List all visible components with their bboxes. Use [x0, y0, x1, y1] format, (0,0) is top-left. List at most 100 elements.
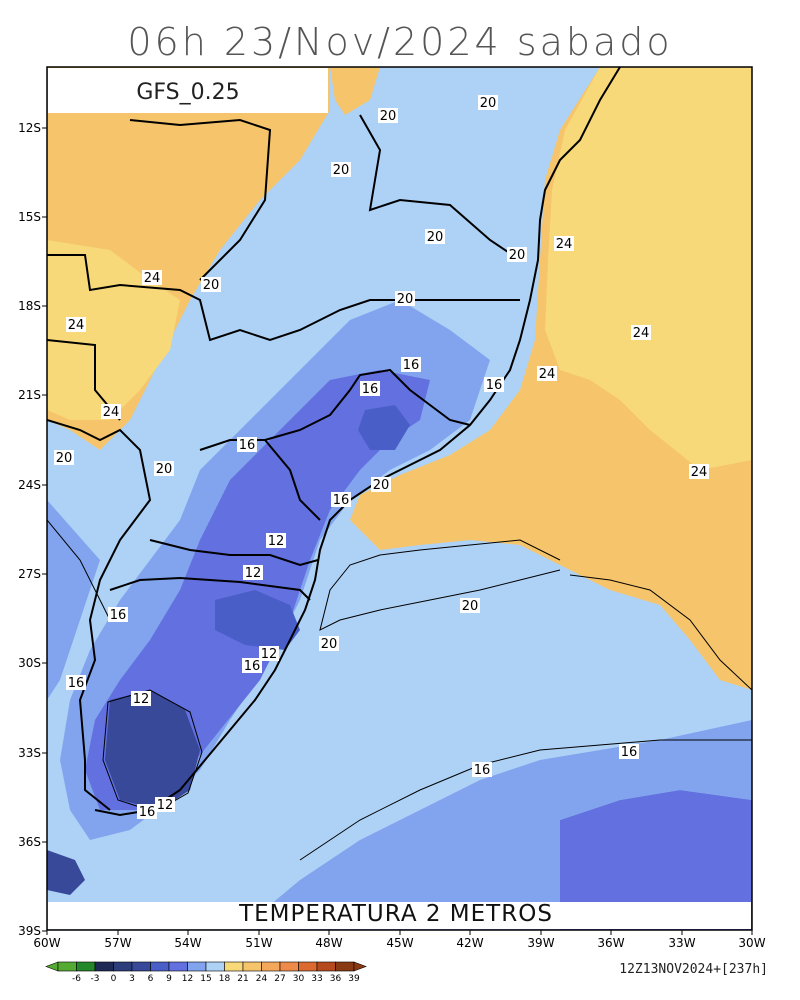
contour-label: 24 — [633, 326, 650, 341]
contour-label: 12 — [133, 692, 150, 707]
colorbar-tick-label: -3 — [91, 974, 100, 984]
contour-label: 16 — [403, 358, 420, 373]
lon-tick-label: 54W — [174, 936, 201, 950]
lat-tick-label: 21S — [18, 388, 41, 402]
contour-label: 16 — [333, 493, 350, 508]
colorbar-tick-label: -6 — [72, 974, 81, 984]
border-7 — [47, 419, 152, 811]
field-colder-3 — [358, 405, 410, 450]
lon-tick-marks — [46, 930, 753, 935]
colorbar-tick-label: 30 — [293, 974, 305, 984]
contour-label: 24 — [144, 271, 161, 286]
contour-label: 24 — [691, 465, 708, 480]
contour-label: 12 — [261, 647, 278, 662]
field-label: TEMPERATURA 2 METROS — [238, 901, 553, 927]
lat-tick-label: 30S — [18, 656, 41, 670]
contour-label: 20 — [333, 163, 350, 178]
colorbar: -6 -3 0 3 6 9 12 15 18 21 24 27 30 33 36 39 — [45, 961, 367, 984]
colorbar-swatch — [298, 961, 318, 972]
contour-labels: 20 20 20 20 20 20 24 24 24 24 24 24 16 1… — [54, 95, 709, 820]
colorbar-swatch — [168, 961, 188, 972]
colorbar-swatch — [57, 961, 77, 972]
run-label: 12Z13NOV2024+[237h] — [619, 962, 768, 977]
lon-tick-label: 30W — [738, 936, 765, 950]
contour-line-20a — [319, 539, 561, 631]
colorbar-tick-label: 15 — [200, 974, 211, 984]
contour-label: 16 — [68, 676, 85, 691]
contour-line-16a — [299, 739, 752, 861]
contour-line-12 — [102, 689, 203, 813]
lon-axis: 60W 57W 54W 51W 48W 45W 42W 39W 36W 33W … — [33, 936, 765, 950]
colorbar-tick-label: 24 — [256, 974, 268, 984]
colorbar-tick-label: 0 — [111, 974, 117, 984]
lat-tick-label: 18S — [18, 299, 41, 313]
contour-label-group: 20 20 20 20 20 20 24 24 24 24 24 24 16 1… — [54, 95, 709, 820]
contour-label: 24 — [103, 405, 120, 420]
colorbar-swatch — [94, 961, 114, 972]
contour-label: 16 — [139, 805, 156, 820]
contour-line-16b — [47, 519, 111, 621]
contour-label: 24 — [556, 237, 573, 252]
lat-tick-label: 27S — [18, 567, 41, 581]
contour-label: 20 — [156, 462, 173, 477]
colorbar-swatch — [261, 961, 281, 972]
colorbar-tick-label: 3 — [129, 974, 135, 984]
colorbar-swatch — [316, 961, 336, 972]
lat-tick-label: 36S — [18, 835, 41, 849]
colorbar-swatch — [187, 961, 207, 972]
lon-tick-label: 48W — [315, 936, 342, 950]
lon-tick-label: 51W — [245, 936, 272, 950]
lat-tick-label: 33S — [18, 746, 41, 760]
colorbar-tick-label: 6 — [148, 974, 154, 984]
contour-label: 20 — [397, 292, 414, 307]
field-cold — [85, 370, 430, 810]
contour-label: 12 — [268, 534, 285, 549]
lon-tick-label: 60W — [33, 936, 60, 950]
border-6 — [109, 576, 311, 601]
field-colder-4 — [47, 850, 85, 895]
lon-tick-label: 36W — [597, 936, 624, 950]
lat-tick-label: 24S — [18, 478, 41, 492]
contour-lines — [47, 519, 752, 861]
contour-label: 20 — [480, 96, 497, 111]
field-colder-1 — [105, 690, 200, 810]
field-warm-ocean-light — [545, 67, 752, 470]
contour-label: 20 — [203, 278, 220, 293]
map-title: 06h 23/Nov/2024 sabado — [127, 20, 673, 64]
field-label-box — [48, 902, 751, 929]
colorbar-tick-label: 21 — [237, 974, 248, 984]
colorbar-tick-label: 39 — [348, 974, 360, 984]
model-label: GFS_0.25 — [136, 80, 239, 105]
colorbar-right-arrow — [353, 961, 367, 972]
colorbar-swatch — [131, 961, 151, 972]
lat-tick-label: 15S — [18, 210, 41, 224]
colorbar-swatch — [279, 961, 299, 972]
contour-label: 16 — [474, 763, 491, 778]
colorbar-swatch — [335, 961, 355, 972]
contour-line-20b — [569, 574, 752, 691]
lat-tick-label: 12S — [18, 121, 41, 135]
field-warm-land-n — [330, 67, 380, 115]
field-cool-sw — [47, 500, 100, 700]
contour-label: 20 — [321, 637, 338, 652]
colorbar-tick-label: 27 — [274, 974, 285, 984]
contour-label: 16 — [110, 608, 127, 623]
lon-tick-label: 42W — [456, 936, 483, 950]
field-colder-2 — [215, 590, 300, 650]
contour-label: 12 — [157, 798, 174, 813]
colorbar-swatch — [242, 961, 262, 972]
colorbar-tick-label: 18 — [219, 974, 231, 984]
colorbar-tick-label: 36 — [330, 974, 342, 984]
colorbar-swatch — [224, 961, 244, 972]
colorbar-swatch — [150, 961, 170, 972]
lat-tick-marks — [42, 127, 47, 932]
lon-tick-label: 33W — [668, 936, 695, 950]
contour-label: 20 — [427, 230, 444, 245]
contour-label: 20 — [462, 599, 479, 614]
border-4 — [199, 439, 321, 521]
colorbar-tick-label: 9 — [166, 974, 172, 984]
contour-label: 20 — [373, 478, 390, 493]
colorbar-left-arrow — [45, 961, 59, 972]
colorbar-swatch — [76, 961, 96, 972]
